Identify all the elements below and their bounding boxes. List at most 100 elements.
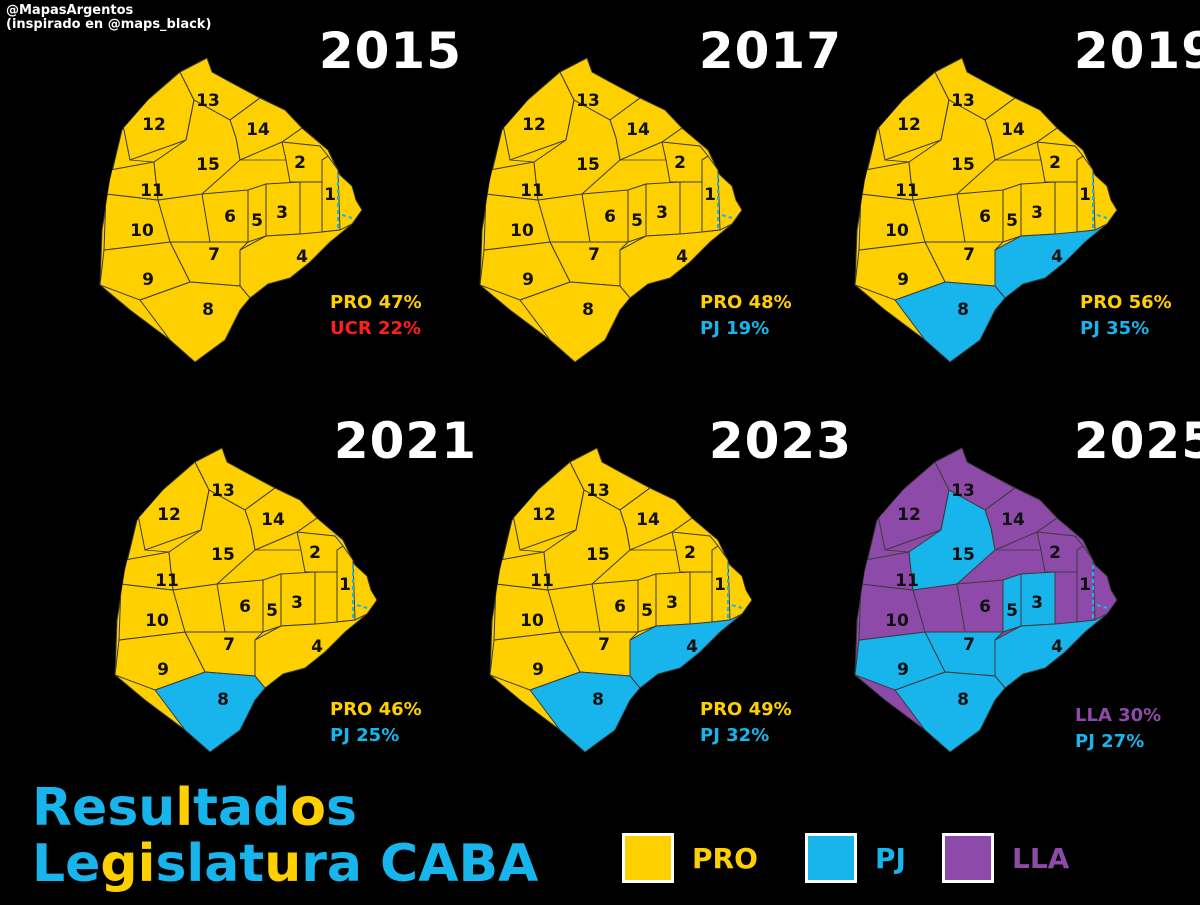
district-label-13: 13 [576,91,600,111]
district-label-11: 11 [530,571,554,591]
district-label-10: 10 [520,611,544,631]
district-label-13: 13 [196,91,220,111]
district-label-8: 8 [202,300,214,320]
district-label-12: 12 [897,505,921,525]
district-label-11: 11 [895,181,919,201]
district-label-5: 5 [266,601,278,621]
district-label-3: 3 [276,203,288,223]
district-label-8: 8 [592,690,604,710]
district-label-10: 10 [510,221,534,241]
map-panel-2017: 1 2 3 4 5 6 7 8 9 10 11 12 13 14 15 2017 PRO 48% PJ 19… [470,10,850,390]
district-label-12: 12 [142,115,166,135]
credit: @MapasArgentos (inspirado en @maps_black… [6,4,211,32]
district-label-1: 1 [1079,575,1091,595]
district-2 [1036,531,1084,573]
district-label-9: 9 [897,660,909,680]
district-label-3: 3 [291,593,303,613]
district-label-7: 7 [223,635,235,655]
result-second: PJ 27% [1075,731,1145,752]
district-label-4: 4 [676,247,688,267]
district-2 [671,531,719,573]
result-box: LLA 30% PJ 27% [1075,703,1161,755]
district-label-4: 4 [1051,637,1063,657]
district-label-13: 13 [951,481,975,501]
district-label-3: 3 [1031,593,1043,613]
result-box: PRO 48% PJ 19% [700,290,792,342]
district-label-12: 12 [522,115,546,135]
result-box: PRO 46% PJ 25% [330,697,422,749]
result-second: PJ 25% [330,725,400,746]
district-label-7: 7 [963,245,975,265]
title-fragment: R [32,778,73,838]
district-label-5: 5 [631,211,643,231]
title-line-1: Resultados [32,780,538,836]
port-line [352,565,368,618]
legend-swatch [805,833,857,883]
district-label-15: 15 [576,155,600,175]
title-line-2: Legislatura CABA [32,836,538,892]
district-label-10: 10 [885,221,909,241]
map-panel-2021: 1 2 3 4 5 6 7 8 9 10 11 12 13 14 15 2021 PRO 46% PJ 25… [105,400,485,780]
port-line [1092,565,1108,618]
district-label-11: 11 [895,571,919,591]
title-fragment: Le [32,834,101,894]
district-label-15: 15 [586,545,610,565]
map-panel-2015: 1 2 3 4 5 6 7 8 9 10 11 12 13 14 15 2015 PRO 47% UCR 2… [90,10,470,390]
panel-year: 2021 [333,412,477,470]
district-label-6: 6 [224,207,236,227]
district-label-6: 6 [239,597,251,617]
district-label-7: 7 [598,635,610,655]
district-label-3: 3 [1031,203,1043,223]
district-border [129,99,300,183]
district-label-5: 5 [1006,211,1018,231]
legend-label: PJ [875,842,906,875]
district-label-15: 15 [211,545,235,565]
result-first: PRO 46% [330,699,422,720]
page-title: Resultados Legislatura CABA [32,780,538,892]
result-first: PRO 56% [1080,292,1172,313]
district-border [509,99,680,183]
panel-year: 2023 [708,412,852,470]
district-label-1: 1 [339,575,351,595]
title-fragment: s [326,778,357,838]
district-label-11: 11 [155,571,179,591]
district-label-1: 1 [714,575,726,595]
district-label-8: 8 [957,690,969,710]
title-fragment: gi [100,834,156,894]
credit-line-1: @MapasArgentos [6,3,134,18]
port-line [337,175,353,228]
district-label-1: 1 [704,185,716,205]
district-2 [281,141,329,183]
district-label-4: 4 [1051,247,1063,267]
district-label-14: 14 [626,120,650,140]
panel-year: 2015 [318,22,462,80]
district-label-5: 5 [1006,601,1018,621]
title-fragment: esu [72,778,176,838]
district-label-11: 11 [520,181,544,201]
district-label-2: 2 [1049,543,1061,563]
district-label-9: 9 [157,660,169,680]
legend-swatch [942,833,994,883]
district-label-15: 15 [196,155,220,175]
result-first: LLA 30% [1075,705,1162,726]
result-second: UCR 22% [330,318,422,339]
legend-label: PRO [692,842,758,875]
district-label-14: 14 [636,510,660,530]
district-border [884,99,1055,183]
result-second: PJ 32% [700,725,770,746]
district-label-12: 12 [157,505,181,525]
title-fragment: slat [155,834,265,894]
title-fragment: o [290,778,327,838]
district-label-11: 11 [140,181,164,201]
district-label-9: 9 [522,270,534,290]
district-8 [154,671,266,752]
district-label-4: 4 [311,637,323,657]
district-label-6: 6 [979,207,991,227]
panel-year: 2025 [1073,412,1200,470]
district-label-3: 3 [656,203,668,223]
district-8 [529,671,641,752]
district-label-14: 14 [1001,120,1025,140]
